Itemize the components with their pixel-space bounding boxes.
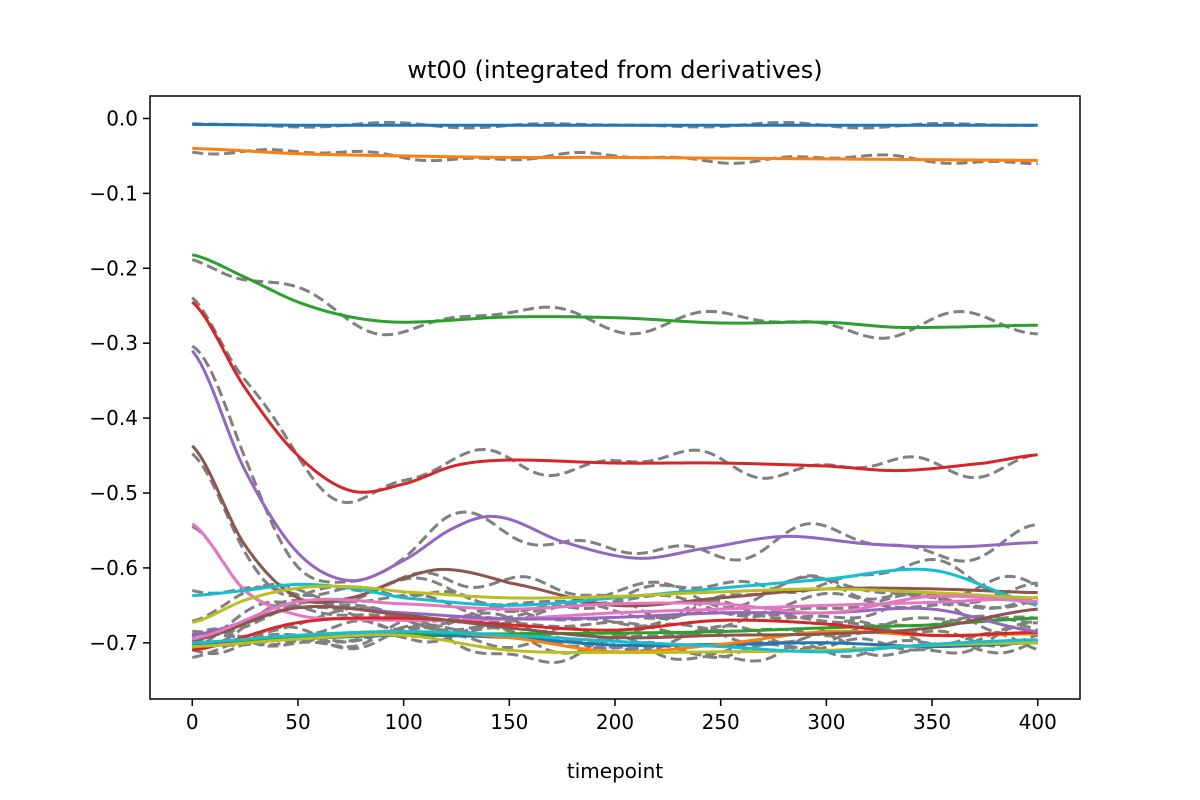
x-tick-label: 150 [490,710,528,734]
series-line-1 [192,146,1038,162]
x-tick-label: 100 [385,710,423,734]
y-tick-label: −0.6 [89,556,138,580]
series-line-14 [192,604,1038,643]
x-tick-label: 200 [596,710,634,734]
reference-dashed-lines [191,120,1039,664]
plot-area [191,120,1039,664]
series-line-4 [191,349,1038,583]
reference-line-1 [192,148,1038,166]
reference-line-11 [192,615,1038,647]
y-tick-label: −0.2 [89,256,138,280]
series-line-8 [191,584,1038,625]
chart-title: wt00 (integrated from derivatives) [407,56,822,84]
x-tick-label: 400 [1019,710,1057,734]
x-axis: 0 50 100 150 200 250 300 350 400 [186,699,1057,734]
x-tick-label: 0 [186,710,199,734]
series-line-2 [191,253,1038,330]
series-line-3 [191,300,1038,494]
y-tick-label: −0.1 [89,181,138,205]
x-tick-label: 300 [807,710,845,734]
reference-line-16 [191,617,1039,664]
series-line-17 [192,630,1038,654]
y-tick-label: 0.0 [106,106,138,130]
reference-line-3 [191,296,1038,504]
x-tick-label: 250 [702,710,740,734]
y-tick-label: −0.3 [89,331,138,355]
y-tick-label: −0.5 [89,481,138,505]
y-axis: 0.0 −0.1 −0.2 −0.3 −0.4 −0.5 −0.6 −0.7 [89,106,150,655]
x-tick-label: 350 [913,710,951,734]
y-tick-label: −0.7 [89,631,138,655]
x-axis-label: timepoint [567,759,663,783]
series-line-0 [192,122,1038,127]
fitted-lines [191,122,1038,655]
series-line-15 [191,594,1038,641]
y-tick-label: −0.4 [89,406,138,430]
x-tick-label: 50 [285,710,310,734]
series-line-11 [192,616,1038,649]
reference-line-2 [191,258,1038,340]
